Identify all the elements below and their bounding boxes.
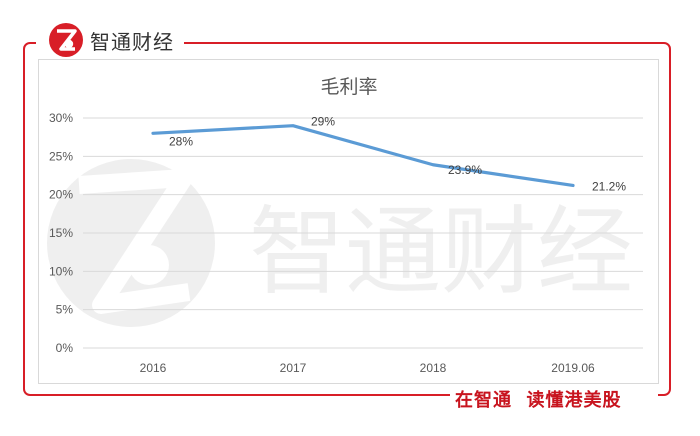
footer-slogan: 在智通 读懂港美股 xyxy=(455,390,622,411)
brand-frame xyxy=(23,42,671,396)
y-tick-label: 15% xyxy=(49,226,73,240)
frame-gap xyxy=(450,390,658,402)
line-chart: 智通财经 毛利率 0%5%10%15%20%25%30% 2016 2017 201… xyxy=(47,76,643,375)
y-tick-label: 10% xyxy=(49,264,73,278)
y-tick-label: 25% xyxy=(49,149,73,163)
data-label: 21.2% xyxy=(592,179,626,193)
y-axis: 0% 5% 10% 15% 20% 25% 30% xyxy=(49,111,643,355)
watermark: 智通财经 xyxy=(47,159,633,327)
y-tick-label: 0% xyxy=(56,341,74,355)
chart-title: 毛利率 xyxy=(320,76,377,98)
y-tick-label: 30% xyxy=(49,111,73,125)
data-label: 23.9% xyxy=(448,163,482,177)
data-label: 28% xyxy=(169,134,193,148)
x-tick-label: 2016 xyxy=(140,361,167,375)
watermark-text: 智通财经 xyxy=(249,196,633,308)
zhitong-logo-icon xyxy=(49,23,83,57)
data-line xyxy=(151,124,575,188)
y-tick-label: 20% xyxy=(49,188,73,202)
x-axis: 2016 2017 2018 2019.06 xyxy=(140,361,595,375)
series-line: 28% 29% 23.9% 21.2% xyxy=(151,115,626,193)
y-tick-label: 5% xyxy=(56,303,74,317)
x-tick-label: 2017 xyxy=(280,361,307,375)
frame-gap xyxy=(36,38,184,48)
x-tick-label: 2018 xyxy=(420,361,447,375)
brand-name: 智通财经 xyxy=(90,29,174,54)
brand-header: 智通财经 xyxy=(48,22,174,58)
chart-container: 智通财经 毛利率 0% 5% 10% 15% 20% 25% 30% 2016 2017 201… xyxy=(38,59,659,384)
data-label: 29% xyxy=(311,115,335,129)
x-tick-label: 2019.06 xyxy=(551,361,595,375)
